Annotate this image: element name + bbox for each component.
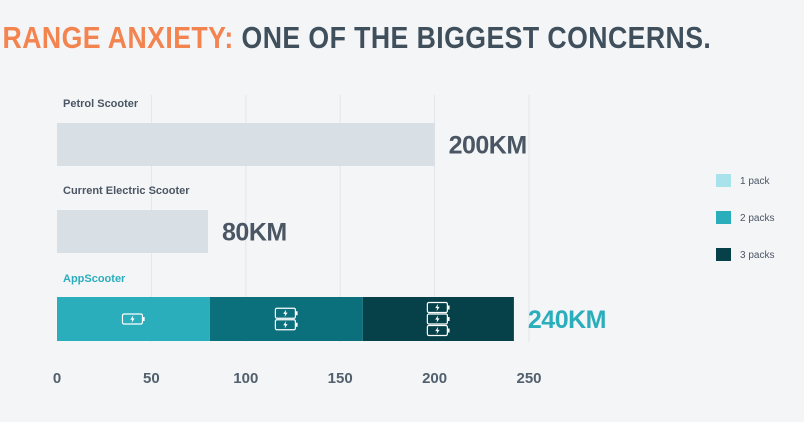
- category-label-petrol-scooter: Petrol Scooter: [63, 98, 139, 110]
- title-highlight: RANGE ANXIETY:: [2, 20, 234, 55]
- bar-petrol-scooter: [57, 123, 435, 166]
- legend-label-1-pack: 1 pack: [740, 176, 770, 187]
- x-tick-label-0: 0: [53, 370, 61, 387]
- x-tick-label-250: 250: [516, 370, 541, 387]
- legend-swatch-2-packs: [716, 211, 731, 224]
- x-tick-label-100: 100: [233, 370, 258, 387]
- legend-swatch-1-pack: [716, 174, 731, 187]
- x-tick-label-50: 50: [143, 370, 160, 387]
- value-label-appscooter: 240KM: [528, 306, 606, 334]
- battery-3-icon: [426, 313, 450, 325]
- title-rest: ONE OF THE BIGGEST CONCERNS.: [233, 20, 712, 55]
- legend-label-3-packs: 3 packs: [740, 250, 774, 261]
- battery-2-icon: [274, 319, 298, 331]
- bar-segment-2-packs: [209, 297, 363, 341]
- chart-title: RANGE ANXIETY: ONE OF THE BIGGEST CONCER…: [0, 20, 714, 56]
- x-tick-label-200: 200: [422, 370, 447, 387]
- x-tick-label-150: 150: [328, 370, 353, 387]
- battery-2-icon: [274, 307, 298, 319]
- value-label-petrol-scooter: 200KM: [449, 132, 527, 160]
- category-label-appscooter: AppScooter: [63, 273, 126, 285]
- legend-label-2-packs: 2 packs: [740, 213, 774, 224]
- bar-current-electric-scooter: [57, 210, 209, 253]
- legend-swatch-3-packs: [716, 248, 731, 261]
- battery-3-icon: [426, 301, 450, 314]
- battery-3-icon: [426, 324, 450, 337]
- value-label-current-electric-scooter: 80KM: [222, 219, 287, 247]
- battery-1-icon: [121, 313, 145, 325]
- category-label-current-electric-scooter: Current Electric Scooter: [63, 185, 190, 197]
